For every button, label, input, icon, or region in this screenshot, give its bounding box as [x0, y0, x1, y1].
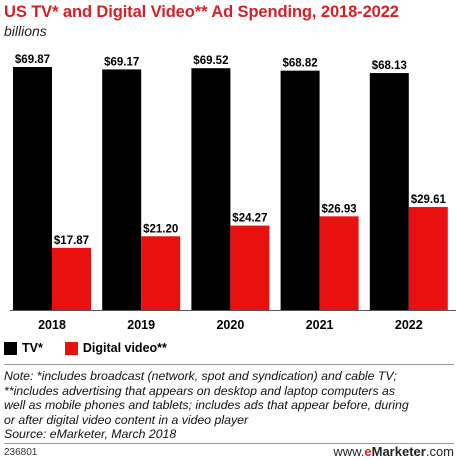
chart-subtitle: billions [4, 23, 47, 39]
data-label-digital-video-2018: $17.87 [54, 235, 89, 247]
data-label-digital-video-2019: $21.20 [143, 223, 178, 235]
data-label-tv-2018: $69.87 [15, 54, 50, 66]
data-label-digital-video-2021: $26.93 [322, 203, 357, 215]
x-tick-label-2019: 2019 [127, 318, 155, 332]
legend-swatch-tv [4, 341, 17, 355]
legend-label-digital-video: Digital video** [82, 341, 167, 355]
bar-tv-2022 [369, 73, 409, 311]
note-line: well as mobile phones and tablets; inclu… [4, 398, 409, 412]
bar-tv-2020 [191, 68, 231, 311]
x-tick-label-2022: 2022 [395, 318, 423, 332]
bar-tv-2018 [13, 67, 52, 310]
note-line: or after digital video content in a vide… [4, 412, 249, 427]
chart-note: Note: *includes broadcast (network, spot… [4, 369, 456, 442]
x-tick-label-2020: 2020 [216, 318, 244, 332]
legend-label-tv: TV* [22, 341, 43, 355]
note-line: **includes advertising that appears on d… [4, 383, 396, 398]
chart-id: 236801 [4, 447, 38, 458]
bar-digital-video-2019 [141, 236, 181, 310]
bar-tv-2021 [280, 70, 320, 310]
x-tick-label-2021: 2021 [306, 318, 334, 332]
data-label-tv-2019: $69.17 [104, 56, 139, 68]
bar-digital-video-2021 [319, 216, 359, 310]
chart-title: US TV* and Digital Video** Ad Spending, … [4, 3, 399, 21]
legend-item-digital-video: Digital video** [64, 341, 167, 355]
bar-tv-2019 [102, 69, 142, 310]
legend: TV* Digital video** [4, 341, 189, 355]
legend-item-tv: TV* [4, 341, 43, 355]
data-label-digital-video-2022: $29.61 [411, 194, 447, 206]
divider-bottom [4, 443, 454, 444]
source-line: Source: eMarketer, March 2018 [4, 427, 177, 441]
bar-digital-video-2020 [230, 225, 270, 310]
emarketer-logo: www.eMarketer.com [333, 444, 454, 459]
data-label-tv-2022: $68.13 [372, 60, 407, 72]
legend-swatch-digital-video [64, 341, 78, 355]
data-label-tv-2021: $68.82 [283, 58, 318, 70]
bar-digital-video-2022 [408, 207, 448, 310]
data-label-tv-2020: $69.52 [193, 55, 228, 67]
note-line: Note: *includes broadcast (network, spot… [4, 369, 397, 383]
bar-digital-video-2018 [52, 247, 91, 310]
x-tick-label-2018: 2018 [38, 318, 66, 332]
divider-top [4, 364, 454, 365]
data-label-digital-video-2020: $24.27 [232, 213, 267, 225]
bar-chart: $69.87 $17.87 2018 $69.17 $21.20 2019 $69.52 $2… [10, 54, 456, 332]
